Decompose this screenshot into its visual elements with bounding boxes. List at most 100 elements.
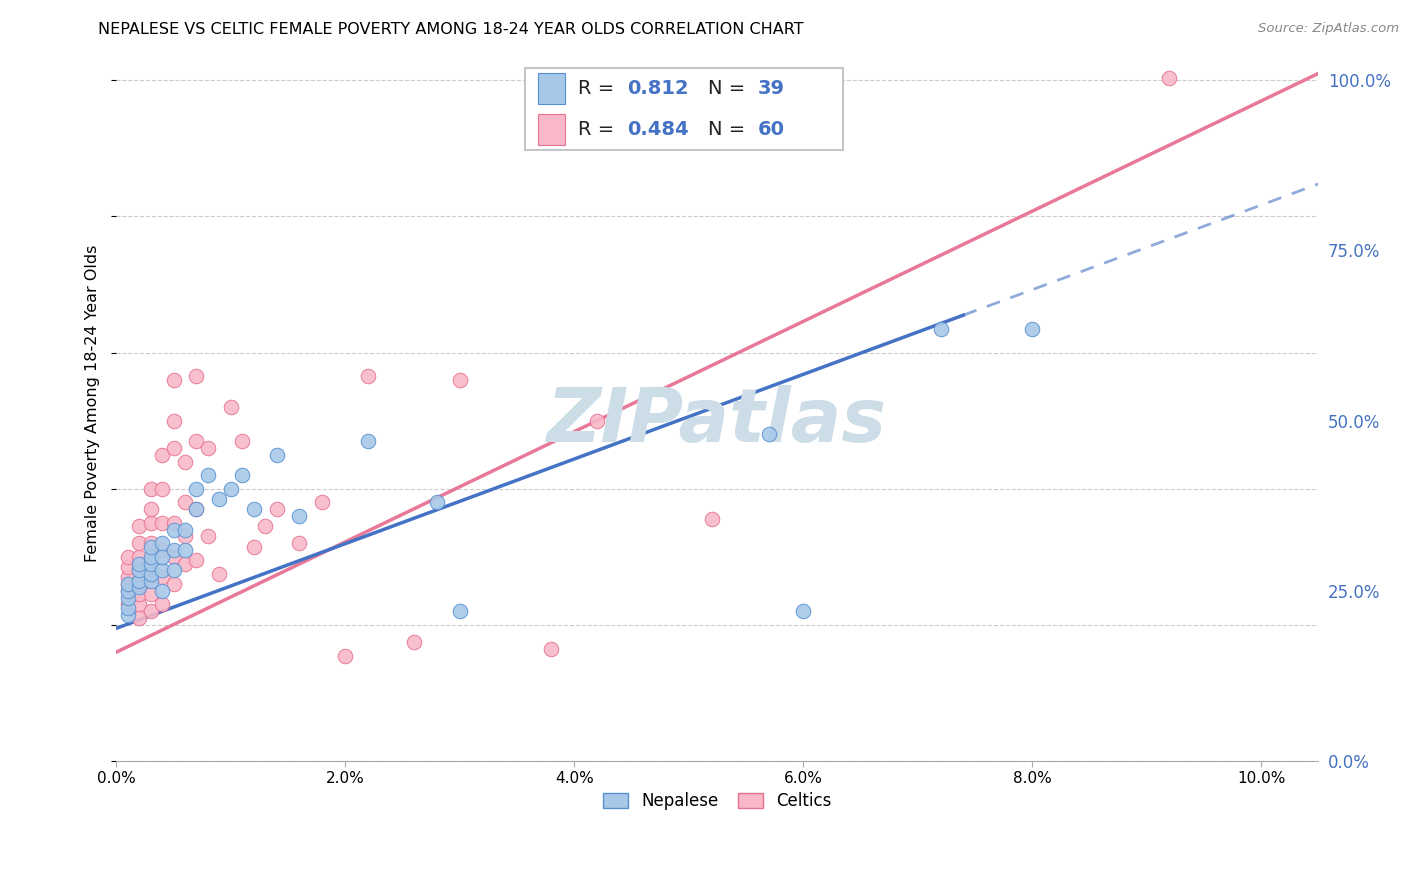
Point	[150, 482, 173, 496]
Point	[162, 577, 184, 591]
Point	[128, 519, 150, 533]
Point	[174, 543, 197, 558]
Point	[117, 577, 139, 591]
Point	[128, 574, 150, 588]
Point	[266, 502, 288, 516]
Legend: Nepalese, Celtics: Nepalese, Celtics	[596, 786, 838, 817]
Point	[117, 570, 139, 584]
Point	[139, 536, 162, 550]
Point	[357, 369, 380, 384]
Point	[150, 564, 173, 578]
Point	[128, 564, 150, 578]
Point	[150, 598, 173, 612]
Point	[117, 583, 139, 598]
Text: Source: ZipAtlas.com: Source: ZipAtlas.com	[1258, 22, 1399, 36]
Point	[449, 604, 471, 618]
Point	[150, 570, 173, 584]
Point	[288, 508, 311, 523]
Point	[197, 529, 219, 543]
Point	[117, 591, 139, 605]
Point	[117, 607, 139, 622]
Point	[117, 577, 139, 591]
Point	[139, 549, 162, 564]
Point	[150, 516, 173, 530]
Point	[219, 482, 242, 496]
Point	[150, 543, 173, 558]
Point	[231, 434, 253, 448]
Point	[162, 373, 184, 387]
Point	[197, 441, 219, 455]
Point	[128, 564, 150, 578]
Point	[150, 549, 173, 564]
Point	[128, 598, 150, 612]
Point	[758, 427, 780, 442]
Point	[792, 604, 814, 618]
Text: NEPALESE VS CELTIC FEMALE POVERTY AMONG 18-24 YEAR OLDS CORRELATION CHART: NEPALESE VS CELTIC FEMALE POVERTY AMONG …	[98, 22, 804, 37]
Point	[162, 414, 184, 428]
Point	[117, 583, 139, 598]
Point	[139, 553, 162, 567]
Point	[1021, 322, 1043, 336]
Y-axis label: Female Poverty Among 18-24 Year Olds: Female Poverty Among 18-24 Year Olds	[86, 245, 100, 562]
Point	[117, 598, 139, 612]
Point	[700, 512, 723, 526]
Point	[254, 519, 277, 533]
Point	[139, 574, 162, 588]
Point	[139, 604, 162, 618]
Point	[150, 583, 173, 598]
Point	[128, 536, 150, 550]
Point	[266, 448, 288, 462]
Point	[929, 322, 952, 336]
Point	[117, 560, 139, 574]
Point	[288, 536, 311, 550]
Point	[162, 523, 184, 537]
Point	[128, 577, 150, 591]
Point	[197, 468, 219, 483]
Point	[357, 434, 380, 448]
Point	[242, 540, 264, 554]
Point	[174, 523, 197, 537]
Point	[117, 600, 139, 615]
Point	[208, 566, 231, 581]
Point	[186, 482, 208, 496]
Point	[128, 587, 150, 601]
Point	[174, 454, 197, 468]
Point	[540, 641, 562, 656]
Point	[139, 570, 162, 584]
Point	[139, 540, 162, 554]
Point	[150, 448, 173, 462]
Point	[117, 549, 139, 564]
Point	[162, 564, 184, 578]
Point	[174, 495, 197, 509]
Point	[449, 373, 471, 387]
Point	[186, 369, 208, 384]
Point	[139, 587, 162, 601]
Point	[128, 549, 150, 564]
Point	[219, 400, 242, 414]
Point	[162, 441, 184, 455]
Point	[402, 635, 425, 649]
Point	[311, 495, 333, 509]
Point	[128, 581, 150, 595]
Point	[139, 516, 162, 530]
Point	[139, 482, 162, 496]
Point	[231, 468, 253, 483]
Point	[162, 549, 184, 564]
Point	[335, 648, 357, 663]
Point	[174, 557, 197, 571]
Point	[139, 566, 162, 581]
Point	[150, 536, 173, 550]
Point	[162, 516, 184, 530]
Text: ZIPatlas: ZIPatlas	[547, 385, 887, 458]
Point	[186, 502, 208, 516]
Point	[162, 543, 184, 558]
Point	[242, 502, 264, 516]
Point	[128, 611, 150, 625]
Point	[186, 553, 208, 567]
Point	[186, 502, 208, 516]
Point	[1159, 71, 1181, 86]
Point	[139, 557, 162, 571]
Point	[174, 529, 197, 543]
Point	[208, 491, 231, 506]
Point	[586, 414, 609, 428]
